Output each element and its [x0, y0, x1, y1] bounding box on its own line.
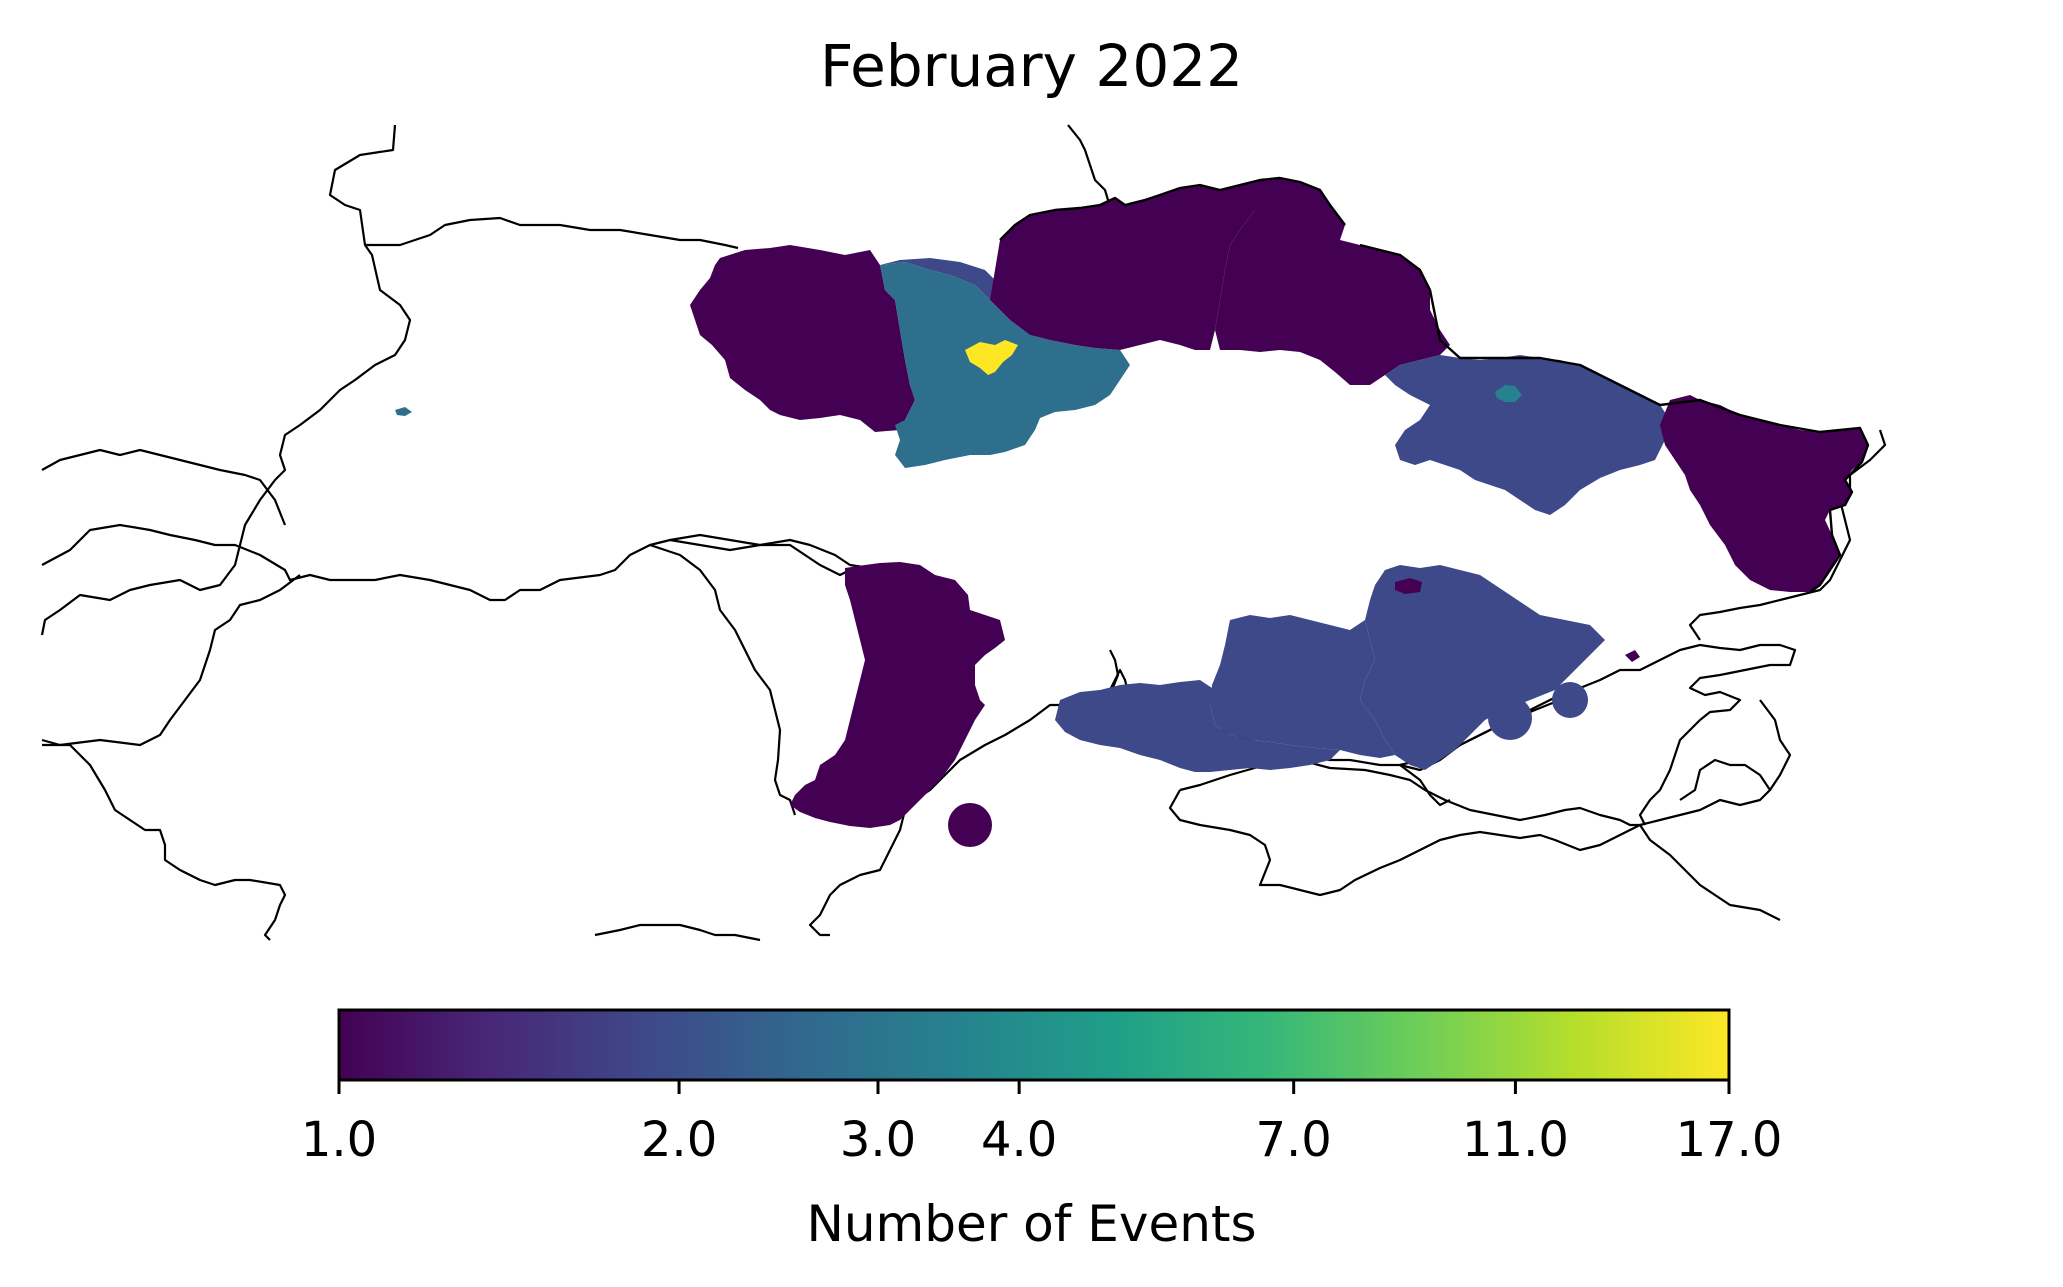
mariupol-circle	[1488, 696, 1532, 740]
colorbar-tick-label: 17.0	[1675, 1112, 1783, 1168]
border-west	[40, 124, 412, 636]
colorbar-tick-label: 3.0	[839, 1112, 917, 1168]
border-moldova-east	[669, 533, 851, 577]
region-sumy	[1215, 178, 1450, 385]
colorbar-label: Number of Events	[806, 1195, 1257, 1253]
colorbar-tick-label: 1.0	[300, 1112, 378, 1168]
region-outlines	[999, 176, 1870, 593]
colorbar-tick-label: 2.0	[640, 1112, 718, 1168]
border-hungary	[41, 523, 881, 602]
coast-circle-2	[1552, 682, 1588, 718]
region-luhansk	[1660, 395, 1868, 592]
colorbar-tick-label: 11.0	[1461, 1112, 1569, 1168]
coast-kerch	[1759, 699, 1792, 791]
coast-crimea	[1168, 758, 1642, 897]
region-zhytomyr	[690, 245, 915, 432]
coast-dnipro	[1109, 649, 1120, 691]
coast-russia-south	[1639, 758, 1772, 827]
region-kherson	[1055, 680, 1340, 772]
region-kharkiv	[1385, 355, 1670, 515]
region-kharkiv-city	[1495, 385, 1522, 402]
border-romania-west	[41, 574, 301, 747]
coast-arabat	[1399, 764, 1451, 807]
outline-north	[999, 176, 1346, 241]
border-moldova	[649, 543, 797, 816]
colorbar-rect	[337, 1008, 1731, 1082]
region-zaporizhzhia-city	[1395, 578, 1422, 594]
colorbar-ticks	[337, 1080, 1731, 1094]
region-kyiv-city	[965, 340, 1018, 375]
region-donetsk	[1360, 565, 1605, 770]
coast-azov	[1399, 643, 1797, 826]
outline-east	[1359, 243, 1870, 593]
region-odesa	[790, 562, 1005, 828]
region-chernihiv	[990, 185, 1255, 350]
odesa-coast-circle	[948, 803, 992, 847]
region-kyiv-north	[880, 258, 1000, 300]
region-kyiv-oblast	[880, 262, 1130, 468]
colorbar	[337, 1008, 1731, 1094]
region-mariupol-point	[1625, 650, 1640, 662]
regions	[395, 178, 1868, 847]
border-north	[1067, 124, 1121, 207]
coast-russia-far	[1639, 824, 1781, 921]
border-south-romania	[594, 923, 761, 942]
colorbar-tick-label: 4.0	[980, 1112, 1058, 1168]
region-zaporizhzhia	[1210, 615, 1395, 758]
coast-danube	[808, 809, 907, 937]
region-lviv-point	[395, 407, 412, 416]
map-title: February 2022	[819, 32, 1244, 100]
border-slovakia	[41, 448, 287, 526]
border-romania-south	[42, 743, 287, 941]
border-belarus-south	[365, 216, 739, 250]
colorbar-tick-label: 7.0	[1255, 1112, 1332, 1168]
